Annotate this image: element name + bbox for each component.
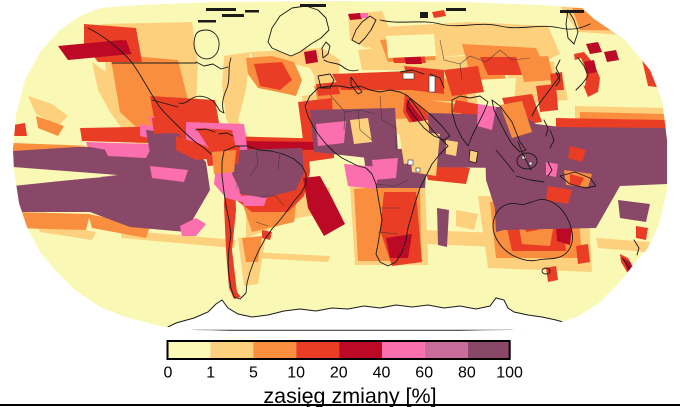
svg-text:0: 0 <box>164 365 173 382</box>
svg-text:100: 100 <box>496 365 523 382</box>
svg-text:80: 80 <box>458 365 476 382</box>
svg-text:10: 10 <box>287 365 305 382</box>
svg-text:zasięg zmiany [%]: zasięg zmiany [%] <box>263 384 436 407</box>
svg-text:60: 60 <box>415 365 433 382</box>
svg-text:5: 5 <box>249 365 258 382</box>
svg-text:20: 20 <box>330 365 348 382</box>
svg-text:40: 40 <box>373 365 391 382</box>
svg-text:1: 1 <box>206 365 215 382</box>
